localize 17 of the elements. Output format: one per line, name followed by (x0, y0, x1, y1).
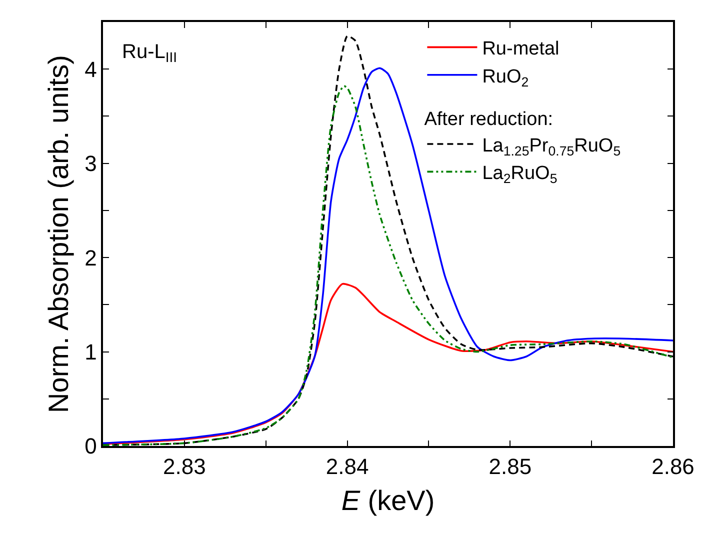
x-tick-label: 2.84 (326, 454, 369, 480)
x-tick-label: 2.83 (163, 454, 206, 480)
legend-label: La$_{1.25}$Pr$_{0.75}$RuO$_{5}$ (482, 135, 621, 158)
y-tick-label: 3 (84, 151, 97, 176)
legend-label: RuO$_{2}$ (482, 66, 529, 90)
legend-label: Ru-metal (482, 38, 560, 60)
x-tick-label: 2.86 (652, 454, 694, 480)
legend-label: La$_{2}$RuO$_{5}$ (482, 163, 558, 186)
y-axis-title: Norm. Absorption (arb. units) (42, 55, 74, 413)
annotation: Ru-L$_{III}$ (122, 41, 178, 66)
x-axis-title: E (keV) (341, 484, 435, 516)
y-tick-label: 1 (84, 339, 97, 364)
x-tick-label: 2.85 (488, 454, 532, 480)
y-tick-label: 0 (84, 434, 97, 459)
y-tick-label: 4 (84, 56, 97, 82)
legend-title: After reduction: (424, 109, 554, 130)
y-tick-label: 2 (84, 245, 97, 270)
